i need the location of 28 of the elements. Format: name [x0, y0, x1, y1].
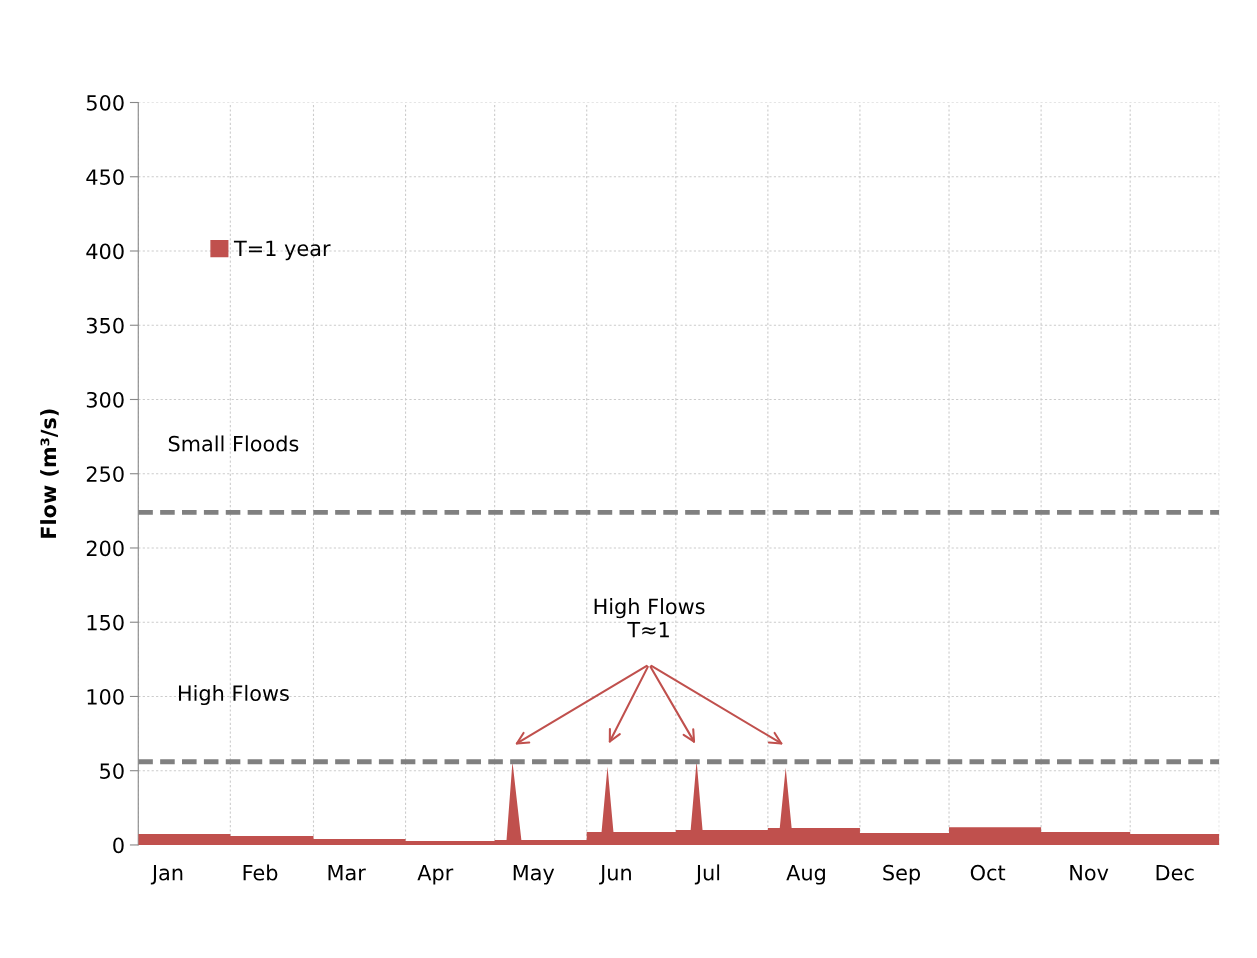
y-tick-label: 50	[100, 763, 124, 779]
x-tick-label: Feb	[243, 864, 278, 881]
x-tick-label: Sep	[883, 864, 921, 885]
ref-line-label: Small Floods	[168, 435, 299, 452]
y-tick-label: 450	[86, 169, 124, 185]
y-tick-label: 150	[87, 614, 124, 631]
annotation: High Flows T≈1	[594, 598, 705, 638]
x-tick-label: Jun	[599, 865, 631, 885]
x-tick-label: Apr	[417, 865, 454, 885]
y-tick-label: 300	[86, 391, 124, 408]
y-tick-label: 350	[86, 317, 124, 334]
x-tick-label: Nov	[1070, 865, 1109, 881]
x-tick-label: Jul	[694, 864, 720, 885]
y-tick-label: 400	[86, 243, 124, 260]
x-tick-label: Aug	[786, 865, 825, 885]
y-tick-label: 200	[86, 540, 124, 557]
y-tick-label: 100	[87, 688, 124, 705]
y-tick-label: 500	[86, 94, 124, 111]
y-tick-label: 0	[113, 837, 124, 854]
y-axis-title: Flow (m³/s)	[40, 409, 59, 538]
y-tick-label: 250	[86, 466, 124, 482]
x-tick-label: Dec	[1156, 865, 1194, 881]
x-tick-label: Oct	[970, 864, 1006, 881]
x-tick-label: Jan	[150, 865, 183, 885]
legend-label: T=1 year	[233, 240, 331, 261]
ref-line-label: High Flows	[178, 684, 289, 706]
x-tick-label: May	[513, 865, 555, 885]
x-tick-label: Mar	[328, 865, 366, 881]
